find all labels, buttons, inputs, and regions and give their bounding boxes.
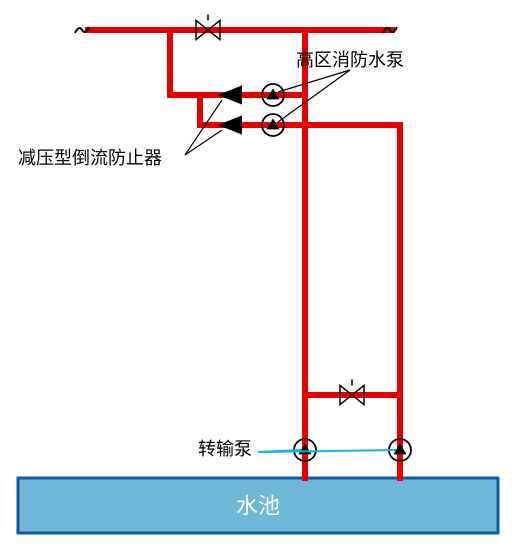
pool-label: 水池 bbox=[236, 494, 280, 519]
backflow-preventer-icon bbox=[218, 115, 242, 134]
leader-line bbox=[185, 130, 222, 155]
backflow-preventer-label: 减压型倒流防止器 bbox=[18, 148, 162, 168]
transfer-pump-label: 转输泵 bbox=[198, 439, 252, 459]
leader-line bbox=[278, 70, 350, 92]
high-zone-pump-label: 高区消防水泵 bbox=[296, 50, 404, 70]
backflow-preventer-icon bbox=[218, 85, 242, 104]
